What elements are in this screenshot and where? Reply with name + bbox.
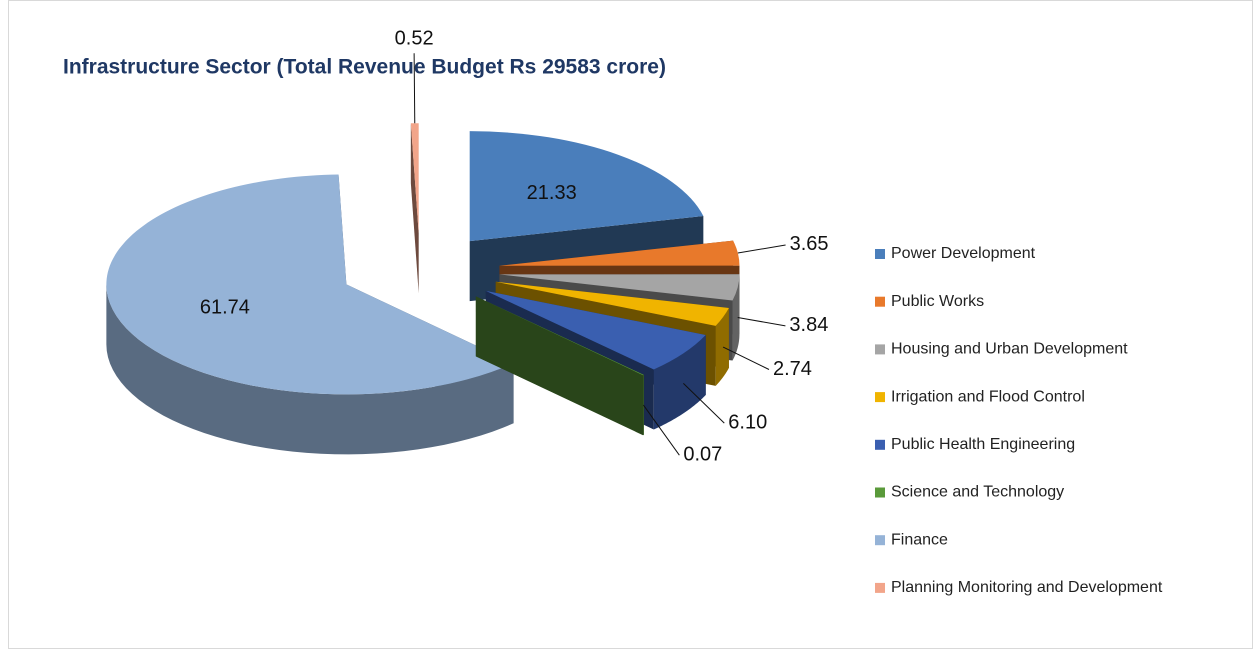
slice <box>106 174 514 455</box>
data-label: 2.74 <box>773 358 812 380</box>
data-label: 6.10 <box>728 411 767 433</box>
slice-top <box>410 123 419 234</box>
legend-label: Planning Monitoring and Development <box>891 579 1163 596</box>
leader-line <box>722 346 770 370</box>
leader-line <box>737 244 786 254</box>
leader-line <box>683 383 725 424</box>
data-label: 0.52 <box>395 28 434 50</box>
slice-side <box>715 307 729 386</box>
slice-top <box>495 281 729 326</box>
data-label: 21.33 <box>527 182 577 204</box>
legend-label: Science and Technology <box>891 484 1064 501</box>
slice-cut-face <box>410 123 419 294</box>
legend-label: Finance <box>891 531 948 548</box>
legend-swatch <box>875 535 885 546</box>
legend-swatch <box>875 487 885 498</box>
slice-top <box>106 174 514 395</box>
legend-label: Power Development <box>891 245 1036 262</box>
legend-swatch <box>875 439 885 450</box>
slice-cut-face <box>475 296 644 436</box>
legend-swatch <box>875 392 885 403</box>
slice-side <box>732 274 740 361</box>
slice-side <box>653 334 706 430</box>
legend-label: Public Works <box>891 293 984 310</box>
legend-label: Housing and Urban Development <box>891 341 1128 358</box>
data-label: 0.07 <box>683 443 722 465</box>
leader-line <box>413 53 416 124</box>
legend-swatch <box>875 344 885 355</box>
slice-top <box>485 290 706 370</box>
leader-line <box>643 404 680 456</box>
legend-swatch <box>875 296 885 307</box>
slice <box>475 296 644 436</box>
legend-label: Irrigation and Flood Control <box>891 388 1085 405</box>
leader-line <box>737 317 786 327</box>
slice-top <box>475 296 644 376</box>
data-label: 3.84 <box>789 314 828 336</box>
slice-top <box>469 131 704 242</box>
data-label: 61.74 <box>200 296 250 318</box>
data-label: 3.65 <box>790 233 829 255</box>
chart-title: Infrastructure Sector (Total Revenue Bud… <box>63 56 666 79</box>
slice <box>410 123 419 294</box>
slice-top <box>499 240 740 266</box>
slice-side <box>106 284 514 455</box>
slice-top <box>499 274 740 301</box>
legend-swatch <box>875 582 885 593</box>
legend-swatch <box>875 249 885 259</box>
legend-label: Public Health Engineering <box>891 436 1075 453</box>
slice-side <box>643 374 644 436</box>
